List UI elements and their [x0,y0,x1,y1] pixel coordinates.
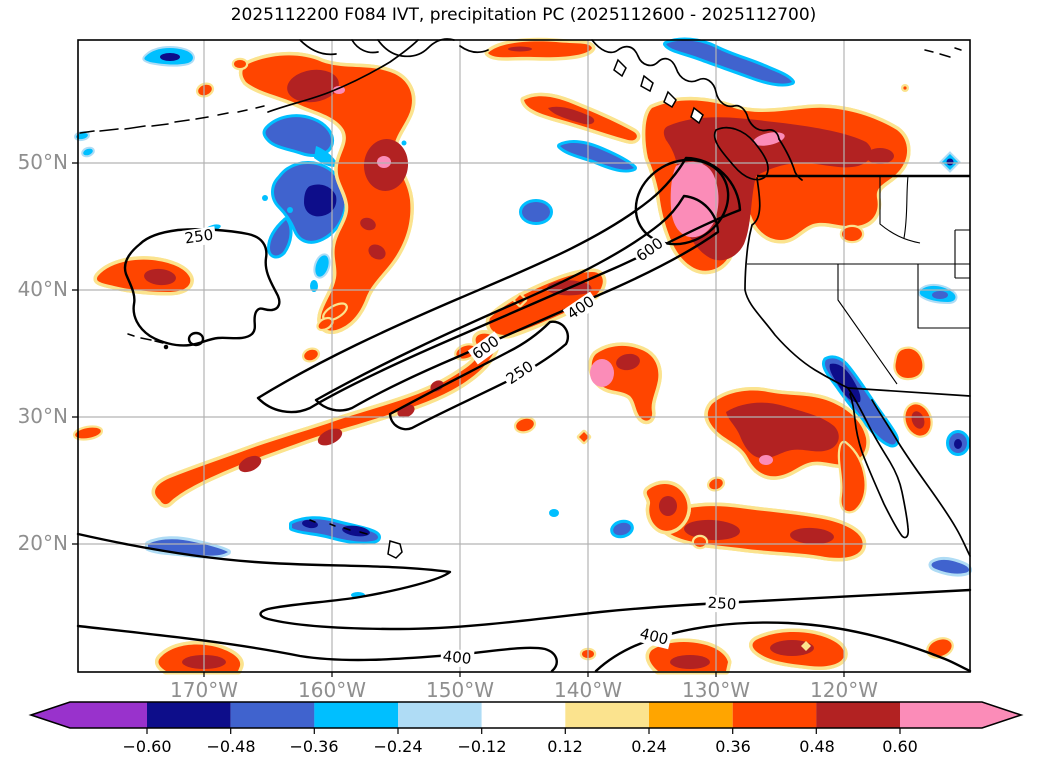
colorbar-tick-neg024: −0.24 [373,737,423,756]
lon-label-140w: 140°W [554,678,622,702]
contour-label-400-tropics-west: 400 [439,647,475,669]
negative-anomaly-shading [74,37,972,598]
colorbar-tick-neg060: −0.60 [122,737,172,756]
ar-ivt-contour-600b [634,158,730,246]
positive-anomaly-shading [72,37,954,675]
lat-label-50n: 50°N [17,150,68,174]
gridlines [78,40,970,672]
ar-ivt-contour-250 [256,156,742,414]
lon-label-130w: 130°W [682,678,750,702]
lon-label-150w: 150°W [426,678,494,702]
colorbar-tick-neg036: −0.36 [289,737,339,756]
ar-ivt-contour-600a [388,320,570,431]
colorbar-tick-pos024: 0.24 [631,737,667,756]
ar-ivt-contour-400 [314,194,720,412]
plot-frame [72,39,971,677]
lat-label-20n: 20°N [17,531,68,555]
ivt-250-closed-loop [123,228,281,347]
lon-label-120w: 120°W [810,678,878,702]
colorbar-tick-neg048: −0.48 [206,737,256,756]
colorbar [28,701,1024,734]
lon-label-170w: 170°W [170,678,238,702]
coastlines [79,38,971,559]
colorbar-tick-pos012: 0.12 [547,737,583,756]
colorbar-tick-pos060: 0.60 [882,737,918,756]
colorbar-tick-pos036: 0.36 [715,737,751,756]
figure-title: 2025112200 F084 IVT, precipitation PC (2… [230,5,817,25]
lon-label-160w: 160°W [298,678,366,702]
colorbar-tick-neg012: −0.12 [457,737,507,756]
colorbar-tick-pos048: 0.48 [799,737,835,756]
lat-label-40n: 40°N [17,277,68,301]
contour-label-250-tropics: 250 [705,593,739,614]
lat-label-30n: 30°N [17,404,68,428]
